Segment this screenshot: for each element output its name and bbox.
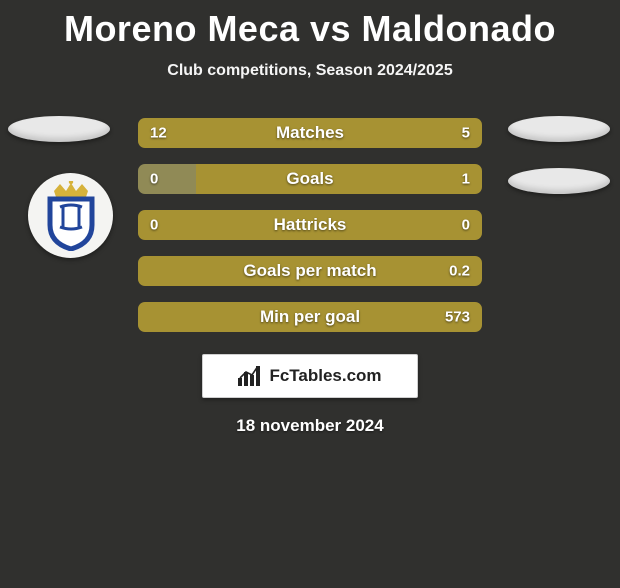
stat-left-segment	[138, 164, 196, 194]
stat-left-value: 0	[150, 171, 158, 188]
subtitle: Club competitions, Season 2024/2025	[0, 62, 620, 80]
stat-row: 0 Goals 1	[138, 164, 482, 194]
player-left-club-crest	[28, 173, 113, 258]
stat-label: Min per goal	[260, 307, 360, 327]
stat-right-value: 5	[462, 125, 470, 142]
stat-label: Matches	[276, 123, 344, 143]
stat-right-value: 1	[462, 171, 470, 188]
stat-right-value: 0	[462, 217, 470, 234]
main-area: 12 Matches 5 0 Goals 1 0 Hattricks 0 Goa…	[0, 118, 620, 436]
stat-label: Hattricks	[274, 215, 347, 235]
player-right-avatar	[508, 116, 610, 142]
stat-right-value: 0.2	[449, 263, 470, 280]
stat-right-segment	[196, 164, 482, 194]
stat-row: 12 Matches 5	[138, 118, 482, 148]
player-right-club-avatar	[508, 168, 610, 194]
stat-label: Goals per match	[243, 261, 376, 281]
stat-row: 0 Hattricks 0	[138, 210, 482, 240]
stat-left-value: 12	[150, 125, 167, 142]
attribution-text: FcTables.com	[269, 366, 381, 386]
stat-bars: 12 Matches 5 0 Goals 1 0 Hattricks 0 Goa…	[138, 118, 482, 332]
stat-right-value: 573	[445, 309, 470, 326]
page-title: Moreno Meca vs Maldonado	[0, 8, 620, 50]
date-line: 18 november 2024	[0, 416, 620, 436]
stat-row: Min per goal 573	[138, 302, 482, 332]
stat-row: Goals per match 0.2	[138, 256, 482, 286]
player-left-avatar	[8, 116, 110, 142]
attribution-link[interactable]: FcTables.com	[202, 354, 418, 398]
stat-left-segment	[138, 118, 381, 148]
stat-label: Goals	[286, 169, 333, 189]
club-crest-icon	[40, 181, 102, 251]
stat-left-value: 0	[150, 217, 158, 234]
barchart-icon	[238, 366, 262, 386]
